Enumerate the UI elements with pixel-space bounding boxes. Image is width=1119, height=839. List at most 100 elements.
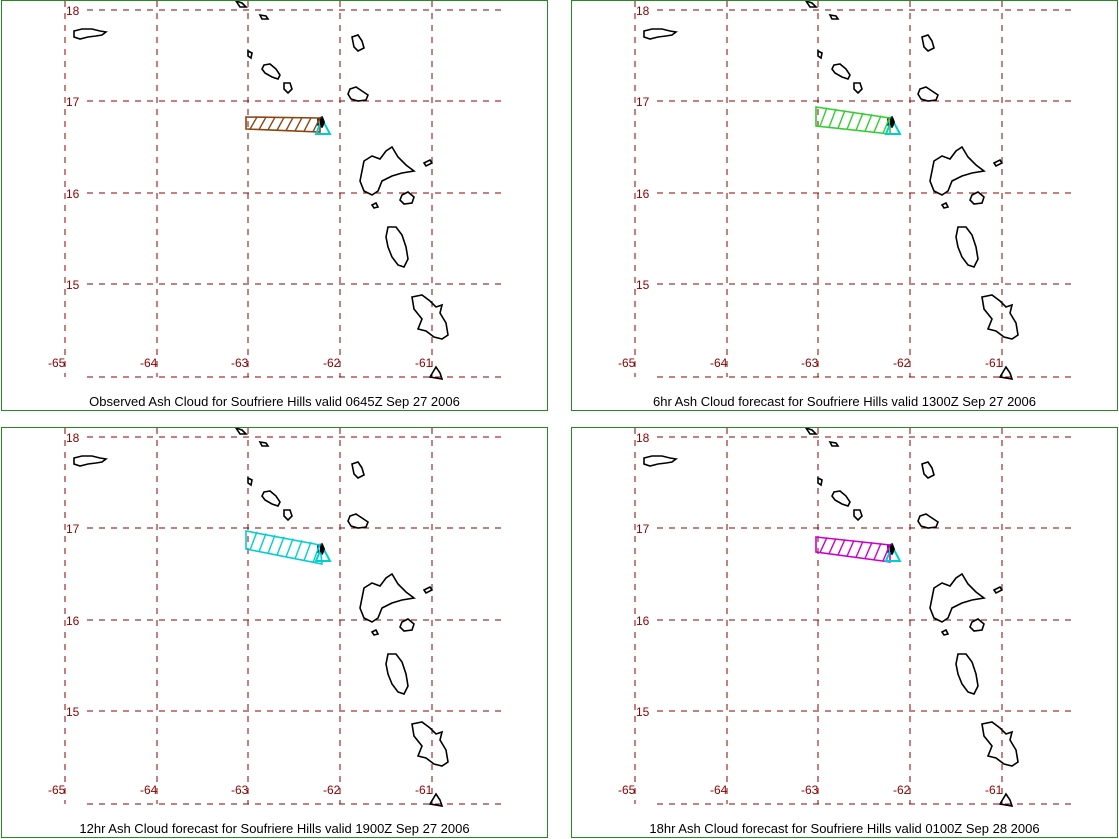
latitude-label: 16 — [66, 187, 80, 201]
island-outline — [917, 513, 939, 529]
island-outline — [992, 585, 1004, 595]
volcano-marker-icon — [884, 116, 902, 135]
island-outline — [247, 476, 253, 487]
map-grid — [634, 428, 1072, 805]
ash-cloud-hatching — [249, 116, 321, 133]
island-outline — [643, 455, 678, 467]
island-outline — [261, 63, 281, 80]
latitude-label: 16 — [636, 187, 650, 201]
island-outline — [411, 294, 449, 340]
island-outline — [359, 572, 416, 623]
latitude-label: 16 — [66, 614, 80, 628]
island-outline — [283, 509, 293, 522]
island-outline — [643, 28, 678, 40]
island-outline — [817, 476, 823, 487]
latitude-label: 18 — [636, 431, 650, 445]
island-outline — [235, 1, 248, 8]
island-outline — [917, 86, 939, 102]
longitude-label: -63 — [801, 783, 819, 797]
ash-cloud-outline — [245, 116, 321, 133]
montserrat-island — [320, 544, 325, 554]
island-outline — [940, 628, 950, 636]
ash-cloud-hatching — [249, 531, 321, 563]
island-outline — [853, 509, 863, 522]
island-outline — [998, 365, 1014, 381]
map-canvas: 18 17 16 15 -65 -64 -63 -62 -61 — [618, 1, 1072, 381]
island-outline — [969, 191, 985, 205]
island-outline — [370, 201, 380, 209]
map-panel-6hr: 18 17 16 15 -65 -64 -63 -62 -61 6hr Ash Cloud fo… — [571, 0, 1118, 411]
map-grid — [634, 1, 1072, 378]
island-outline — [998, 792, 1014, 808]
map-caption: 12hr Ash Cloud forecast for Soufriere Hi… — [79, 821, 470, 836]
latitude-label: 18 — [636, 4, 650, 18]
ash-cloud-hatching — [819, 107, 891, 134]
map-canvas: 18 17 16 15 -65 -64 -63 -62 -61 — [618, 428, 1072, 808]
island-outline — [955, 226, 979, 268]
longitude-label: -62 — [893, 783, 911, 797]
latitude-label: 15 — [66, 278, 80, 292]
latitude-label: 18 — [66, 431, 80, 445]
island-outline — [385, 653, 409, 695]
island-outline — [347, 513, 369, 529]
longitude-label: -64 — [710, 356, 728, 370]
montserrat-island — [320, 117, 325, 127]
map-grid — [64, 1, 502, 378]
montserrat-island — [890, 117, 895, 127]
island-outline — [283, 82, 293, 95]
island-outline — [940, 201, 950, 209]
longitude-label: -61 — [415, 783, 433, 797]
ash-cloud-outline — [245, 530, 323, 565]
coastline-islands — [643, 428, 1019, 808]
latitude-label: 17 — [636, 95, 650, 109]
island-outline — [805, 428, 818, 435]
longitude-label: -61 — [985, 356, 1003, 370]
latitude-label: 18 — [66, 4, 80, 18]
island-outline — [921, 461, 935, 479]
island-outline — [428, 365, 444, 381]
latitude-label: 15 — [636, 705, 650, 719]
longitude-label: -63 — [231, 783, 249, 797]
island-outline — [411, 721, 449, 767]
longitude-label: -64 — [710, 783, 728, 797]
island-outline — [853, 82, 863, 95]
island-outline — [969, 618, 985, 632]
island-outline — [73, 455, 108, 467]
longitude-label: -65 — [48, 783, 66, 797]
latitude-label: 17 — [66, 522, 80, 536]
island-outline — [247, 49, 253, 60]
island-outline — [817, 49, 823, 60]
coastline-islands — [73, 1, 449, 381]
coastline-islands — [643, 1, 1019, 381]
island-outline — [831, 63, 851, 80]
island-outline — [370, 628, 380, 636]
montserrat-island — [890, 544, 895, 554]
island-outline — [385, 226, 409, 268]
longitude-label: -65 — [618, 783, 636, 797]
ash-cloud-hatching — [819, 537, 891, 562]
island-outline — [422, 585, 434, 595]
latitude-label: 17 — [636, 522, 650, 536]
island-outline — [428, 792, 444, 808]
map-caption: 6hr Ash Cloud forecast for Soufriere Hil… — [653, 394, 1036, 409]
longitude-label: -64 — [140, 783, 158, 797]
island-outline — [929, 145, 986, 196]
longitude-label: -61 — [415, 356, 433, 370]
island-outline — [992, 158, 1004, 168]
latitude-label: 15 — [636, 278, 650, 292]
longitude-label: -65 — [48, 356, 66, 370]
map-caption: Observed Ash Cloud for Soufriere Hills v… — [89, 394, 460, 409]
island-outline — [981, 294, 1019, 340]
island-outline — [73, 28, 108, 40]
map-panel-observed: 18 17 16 15 -65 -64 -63 -62 -61 Observed Ash Clo… — [1, 0, 548, 411]
island-outline — [351, 34, 365, 52]
island-outline — [929, 572, 986, 623]
volcano-marker-icon — [314, 543, 332, 562]
latitude-label: 15 — [66, 705, 80, 719]
latitude-label: 17 — [66, 95, 80, 109]
longitude-label: -65 — [618, 356, 636, 370]
island-outline — [422, 158, 434, 168]
latitude-label: 16 — [636, 614, 650, 628]
map-panel-12hr: 18 17 16 15 -65 -64 -63 -62 -61 12hr Ash Cloud f… — [1, 427, 548, 838]
island-outline — [828, 13, 840, 20]
